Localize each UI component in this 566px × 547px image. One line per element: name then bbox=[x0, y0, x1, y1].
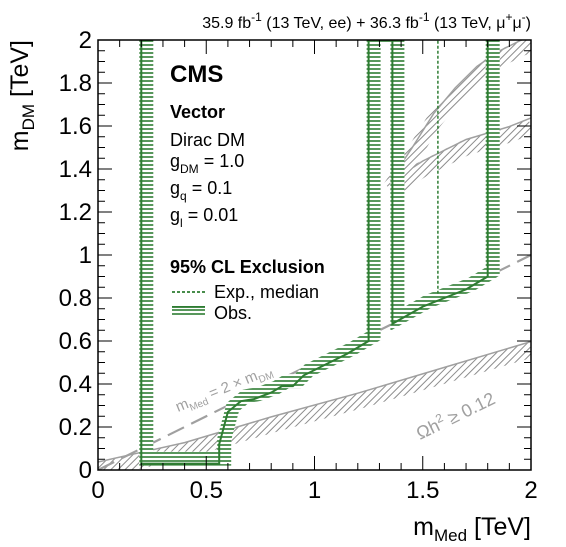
y-tick-label: 2 bbox=[79, 27, 92, 54]
info-legend: CMS Vector Dirac DM gDM = 1.0 gq = 0.1 g… bbox=[170, 61, 325, 323]
exclusion-label: 95% CL Exclusion bbox=[170, 257, 325, 277]
chart-header: 35.9 fb-1 (13 TeV, ee) + 36.3 fb-1 (13 T… bbox=[202, 10, 531, 32]
y-tick-label: 1.6 bbox=[59, 113, 92, 140]
y-axis-title: mDM [TeV] bbox=[6, 40, 38, 151]
observed-exclusion bbox=[139, 40, 500, 466]
x-tick-label: 0.5 bbox=[190, 477, 223, 504]
coupling-gq: gq = 0.1 bbox=[170, 178, 232, 203]
y-tick-label: 1 bbox=[79, 242, 92, 269]
relic-annotation: Ωh2 ≥ 0.12 bbox=[412, 387, 498, 444]
dm-type-label: Dirac DM bbox=[170, 130, 245, 150]
y-tick-label: 0.4 bbox=[59, 371, 92, 398]
coupling-gdm: gDM = 1.0 bbox=[170, 151, 244, 176]
y-tick-label: 1.8 bbox=[59, 70, 92, 97]
observed-hatch bbox=[139, 40, 500, 466]
relic-band-edge-0 bbox=[98, 340, 531, 463]
experiment-label: CMS bbox=[170, 61, 223, 88]
relic-band-edge-2 bbox=[389, 40, 524, 181]
model-label: Vector bbox=[170, 102, 225, 122]
x-axis-ticks: 0 0.5 1 1.5 2 bbox=[91, 40, 538, 504]
relic-band-2 bbox=[383, 40, 531, 193]
x-tick-label: 2 bbox=[524, 477, 537, 504]
y-tick-label: 0.2 bbox=[59, 414, 92, 441]
observed-line bbox=[140, 40, 489, 465]
y-tick-label: 1.4 bbox=[59, 156, 92, 183]
plot-area bbox=[98, 40, 531, 470]
x-axis-title: mMed [TeV] bbox=[413, 513, 531, 545]
y-tick-label: 0.8 bbox=[59, 285, 92, 312]
x-tick-label: 0 bbox=[91, 477, 104, 504]
x-tick-label: 1.5 bbox=[406, 477, 439, 504]
y-axis-ticks: 0 0.2 0.4 0.6 0.8 1 1.2 1.4 1.6 1.8 2 bbox=[59, 27, 531, 484]
x-tick-label: 1 bbox=[308, 477, 321, 504]
legend-observed-swatch bbox=[172, 306, 205, 315]
legend-expected-label: Exp., median bbox=[214, 282, 319, 302]
y-tick-label: 1.2 bbox=[59, 199, 92, 226]
coupling-gl: gl = 0.01 bbox=[170, 205, 238, 230]
relic-band-1 bbox=[385, 118, 531, 198]
y-tick-label: 0 bbox=[79, 457, 92, 484]
legend-observed-label: Obs. bbox=[214, 303, 252, 323]
y-tick-label: 0.6 bbox=[59, 328, 92, 355]
